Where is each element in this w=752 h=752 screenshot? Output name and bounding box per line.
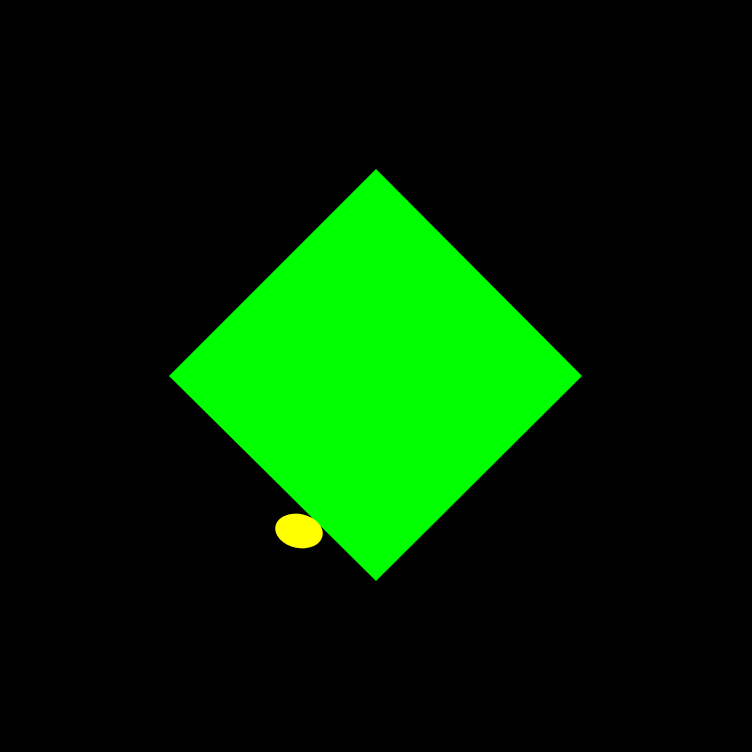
- yellow-blob-target[interactable]: [272, 509, 326, 552]
- green-diamond-player[interactable]: [169, 169, 582, 581]
